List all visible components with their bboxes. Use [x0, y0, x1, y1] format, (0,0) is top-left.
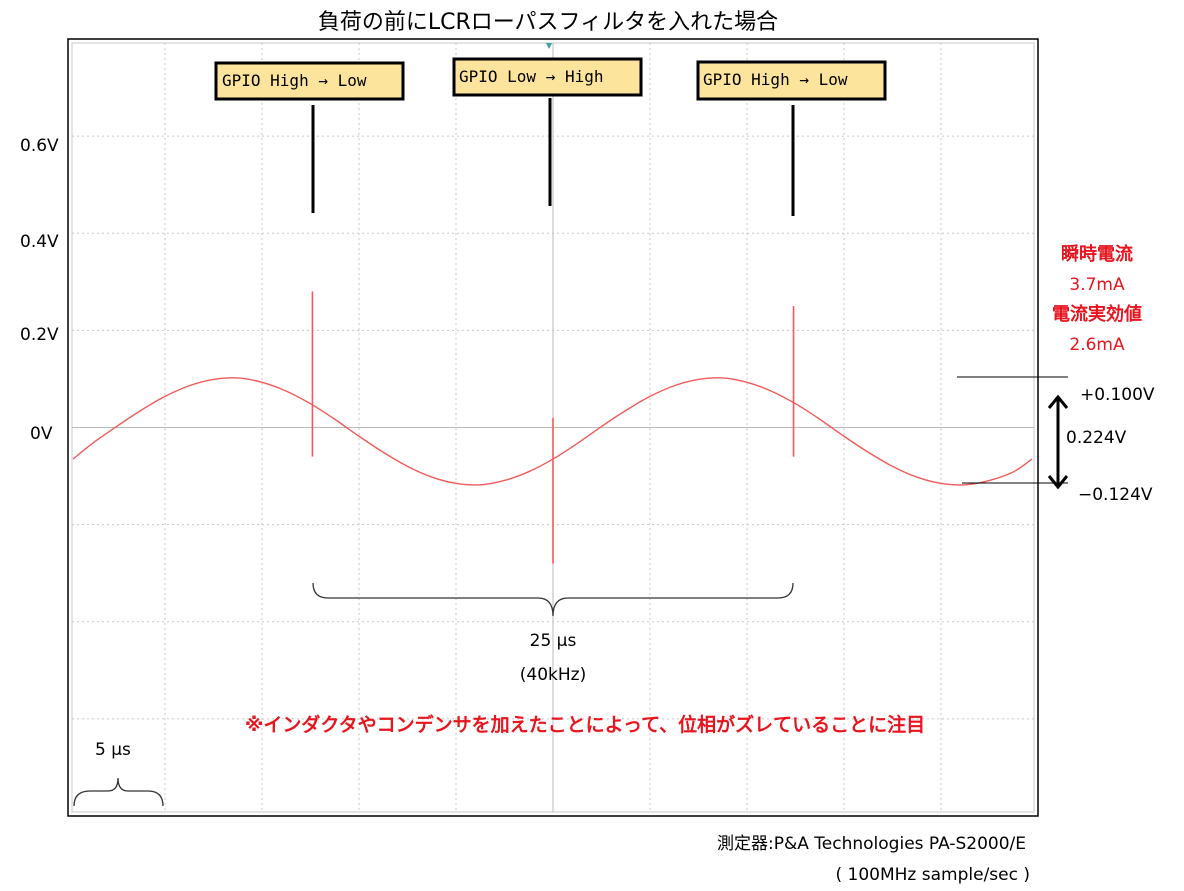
event-label-1: GPIO High → Low — [214, 61, 405, 213]
instrument-label: 測定器:P&A Technologies PA-S2000/E — [717, 834, 1026, 854]
event-box — [696, 60, 887, 101]
event-box — [214, 61, 405, 101]
event-text: GPIO Low → High — [459, 67, 604, 86]
trigger-marker — [546, 43, 552, 49]
event-box — [452, 57, 643, 97]
division-brace — [73, 777, 164, 807]
division-label: 5 µs — [95, 740, 131, 760]
period-brace — [312, 582, 794, 617]
lower-level-label: −0.124V — [1078, 485, 1153, 505]
upper-level-label: +0.100V — [1080, 385, 1155, 405]
y-tick-label: 0.4V — [20, 232, 59, 252]
y-tick-label: 0.2V — [20, 325, 59, 345]
current-peak-value: 3.7mA — [1069, 275, 1125, 295]
y-tick-label: 0.6V — [20, 136, 59, 156]
current-rms-title: 電流実効値 — [1052, 303, 1142, 325]
current-peak-title: 瞬時電流 — [1061, 243, 1133, 265]
event-text: GPIO High → Low — [703, 70, 848, 89]
period-label: 25 µs — [530, 631, 577, 651]
frequency-label: (40kHz) — [520, 665, 586, 685]
sample-rate-label: ( 100MHz sample/sec ) — [836, 865, 1031, 885]
phase-note: ※インダクタやコンデンサを加えたことによって、位相がズレていることに注目 — [245, 713, 925, 736]
event-text: GPIO High → Low — [222, 71, 367, 90]
event-label-2: GPIO Low → High — [452, 57, 643, 206]
double-arrow-icon — [1047, 394, 1069, 490]
peak-to-peak-label: 0.224V — [1066, 428, 1127, 448]
chart-title: 負荷の前にLCRローパスフィルタを入れた場合 — [318, 10, 778, 35]
y-tick-label: 0V — [30, 424, 53, 444]
current-rms-value: 2.6mA — [1069, 335, 1125, 355]
y-tick-labels: 0.6V 0.4V 0.2V 0V — [20, 136, 59, 444]
event-label-3: GPIO High → Low — [696, 60, 887, 216]
trace — [72, 291, 1033, 564]
